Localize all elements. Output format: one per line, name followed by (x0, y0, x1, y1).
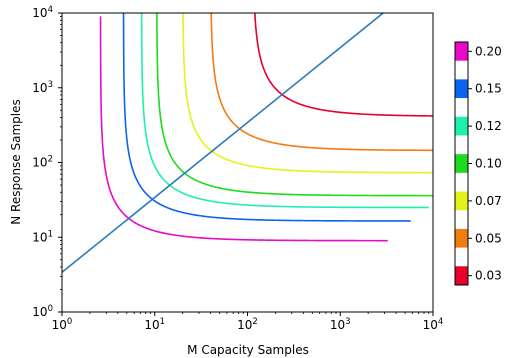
y-tick-label-4: 104 (32, 5, 53, 20)
x-tick-label-2: 102 (237, 317, 258, 332)
colorbar-band (455, 42, 468, 61)
contour-line-5 (122, 13, 411, 222)
x-axis-label: M Capacity Samples (187, 343, 309, 357)
y-tick-label-3: 103 (32, 80, 53, 95)
contour-line-0 (254, 13, 433, 117)
colorbar-band (455, 172, 468, 192)
colorbar: 0.20 0.15 0.12 0.10 0.07 0.05 0.03 (454, 41, 502, 286)
colorbar-tick-label-2: 0.12 (475, 119, 502, 133)
contour-line-2 (182, 13, 433, 174)
colorbar-band (455, 116, 468, 136)
colorbar-band (455, 266, 468, 286)
colorbar-band (455, 191, 468, 211)
colorbar-tick-label-6: 0.03 (475, 269, 502, 283)
colorbar-tick-label-0: 0.20 (475, 44, 502, 58)
x-tick-label-4: 104 (423, 317, 444, 332)
contour-lines (99, 13, 433, 242)
colorbar-tick-label-1: 0.15 (475, 82, 502, 96)
colorbar-tick-label-3: 0.10 (475, 157, 502, 171)
y-axis-ticks: 100 101 102 103 104 (32, 5, 62, 319)
x-tick-label-1: 101 (144, 317, 165, 332)
x-tick-label-3: 103 (330, 317, 351, 332)
contour-line-4 (140, 13, 429, 209)
diagonal-series-line (62, 13, 384, 273)
colorbar-band (455, 210, 468, 230)
colorbar-band (455, 247, 468, 267)
y-tick-label-2: 102 (32, 155, 53, 170)
colorbar-band (455, 79, 468, 99)
plot-frame (61, 12, 434, 313)
contour-line-1 (210, 13, 433, 152)
y-axis-label: N Response Samples (9, 99, 23, 224)
colorbar-band (455, 98, 468, 118)
colorbar-tick-label-4: 0.07 (475, 194, 502, 208)
x-axis-ticks: 100 101 102 103 104 (52, 312, 444, 332)
colorbar-band (455, 60, 468, 80)
y-tick-label-1: 101 (32, 229, 53, 244)
diagonal-line (62, 13, 384, 273)
colorbar-band (455, 228, 468, 248)
colorbar-band (455, 135, 468, 155)
x-tick-label-0: 100 (52, 317, 73, 332)
colorbar-tick-label-5: 0.05 (475, 231, 502, 245)
contour-line-3 (156, 13, 433, 197)
colorbar-band (455, 154, 468, 174)
y-tick-label-0: 100 (32, 304, 53, 319)
